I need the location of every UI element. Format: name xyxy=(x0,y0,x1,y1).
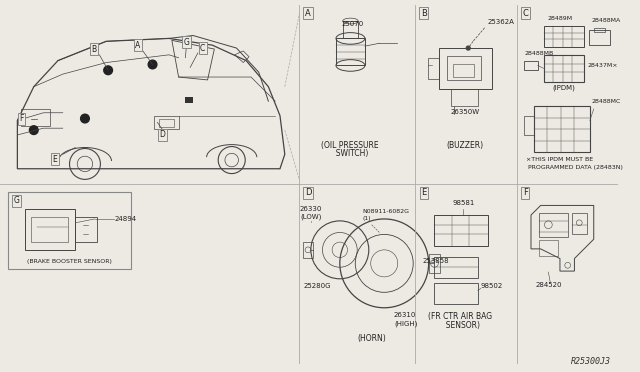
Text: (1): (1) xyxy=(362,216,371,221)
Text: (LOW): (LOW) xyxy=(300,214,321,221)
Text: 26310: 26310 xyxy=(394,312,416,318)
Circle shape xyxy=(81,114,90,123)
Bar xyxy=(524,116,534,135)
Circle shape xyxy=(467,46,470,50)
Text: SENSOR): SENSOR) xyxy=(441,321,480,330)
Bar xyxy=(435,215,488,246)
Bar xyxy=(428,58,439,79)
Text: G: G xyxy=(184,38,189,47)
Bar xyxy=(343,21,358,38)
Text: (FR CTR AIR BAG: (FR CTR AIR BAG xyxy=(428,312,493,321)
Text: (BUZZER): (BUZZER) xyxy=(447,141,484,150)
Text: ×THIS IPDM MUST BE: ×THIS IPDM MUST BE xyxy=(526,157,593,162)
Text: (OIL PRESSURE: (OIL PRESSURE xyxy=(321,141,378,150)
Bar xyxy=(21,109,50,126)
Bar xyxy=(186,97,193,103)
Bar xyxy=(159,119,174,127)
Text: D: D xyxy=(305,188,311,198)
Circle shape xyxy=(29,126,38,134)
Text: 25280G: 25280G xyxy=(303,283,331,289)
Text: A: A xyxy=(136,41,141,50)
Bar xyxy=(8,192,131,269)
Text: R25300J3: R25300J3 xyxy=(571,357,611,366)
Text: 26350W: 26350W xyxy=(451,109,480,115)
Bar xyxy=(429,254,440,273)
Circle shape xyxy=(148,60,157,69)
Bar xyxy=(25,209,76,250)
Circle shape xyxy=(104,66,113,75)
Bar xyxy=(524,61,538,70)
Text: A: A xyxy=(305,9,311,18)
Text: C: C xyxy=(522,9,528,18)
Text: C: C xyxy=(200,44,205,52)
Bar xyxy=(452,64,474,77)
Text: SWITCH): SWITCH) xyxy=(331,149,368,158)
Bar xyxy=(572,213,587,234)
Bar xyxy=(154,116,179,129)
Text: 24894: 24894 xyxy=(115,216,137,222)
Bar xyxy=(336,38,365,65)
Text: 98581: 98581 xyxy=(452,201,475,206)
Text: D: D xyxy=(159,131,165,140)
Text: PROGRAMMED DATA (28483N): PROGRAMMED DATA (28483N) xyxy=(526,165,623,170)
Text: E: E xyxy=(52,155,58,164)
Text: 28489M: 28489M xyxy=(547,16,573,21)
Text: 28488MC: 28488MC xyxy=(592,99,621,104)
Text: (IPDM): (IPDM) xyxy=(552,84,575,91)
Text: F: F xyxy=(19,114,24,123)
Text: 284520: 284520 xyxy=(536,282,563,289)
Bar xyxy=(435,283,478,304)
Bar xyxy=(303,242,313,257)
Text: (HIGH): (HIGH) xyxy=(394,320,417,327)
Text: (HORN): (HORN) xyxy=(357,334,386,343)
Text: (BRAKE BOOSTER SENSOR): (BRAKE BOOSTER SENSOR) xyxy=(27,259,112,264)
Bar xyxy=(589,30,610,45)
Bar xyxy=(543,55,584,82)
Bar xyxy=(543,26,584,47)
Text: E: E xyxy=(421,188,426,198)
Text: B: B xyxy=(91,45,96,54)
Text: N08911-6082G: N08911-6082G xyxy=(362,209,409,214)
Bar xyxy=(539,213,568,237)
Bar xyxy=(539,240,558,256)
Bar xyxy=(447,56,481,80)
Text: 28437M×: 28437M× xyxy=(588,63,618,68)
Bar xyxy=(439,48,492,89)
Bar xyxy=(31,217,68,242)
Text: 26330: 26330 xyxy=(300,206,322,212)
Bar xyxy=(594,28,605,32)
Bar xyxy=(451,89,478,106)
Bar xyxy=(435,257,478,278)
Bar xyxy=(534,106,590,153)
Text: 25362A: 25362A xyxy=(488,19,515,25)
Text: 98502: 98502 xyxy=(481,283,503,289)
Text: B: B xyxy=(421,9,427,18)
Text: 28488MB: 28488MB xyxy=(524,51,554,56)
Text: 28488MA: 28488MA xyxy=(592,18,621,23)
Text: F: F xyxy=(523,188,527,198)
Text: G: G xyxy=(13,196,19,205)
Text: 25070: 25070 xyxy=(341,21,364,27)
Text: 253858: 253858 xyxy=(423,259,449,264)
Bar xyxy=(76,217,97,242)
